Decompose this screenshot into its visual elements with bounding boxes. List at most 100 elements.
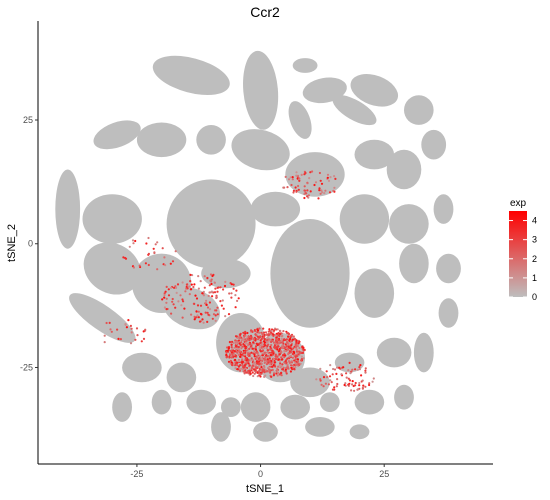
cell-point (238, 350, 242, 353)
cell-point (270, 347, 273, 350)
cell-point (236, 368, 239, 371)
cell-point (234, 361, 237, 364)
cell-point (347, 383, 350, 386)
cell-point (289, 370, 292, 373)
expression-hotspot-3 (282, 170, 337, 200)
cell-point (266, 345, 269, 348)
cell-point (165, 308, 168, 311)
cell-point (238, 360, 241, 363)
cell-point (308, 177, 311, 180)
cell-point (211, 295, 214, 298)
cell-point (144, 262, 147, 265)
cell-point (174, 286, 178, 289)
cell-point (267, 340, 270, 343)
cell-point (265, 346, 268, 350)
cell-point (276, 374, 279, 377)
cell-point (269, 345, 272, 348)
cell-point (287, 332, 290, 335)
cell-cluster-13 (285, 152, 345, 197)
cell-point (272, 373, 276, 376)
cell-cluster-24 (433, 194, 454, 224)
y-tick-label: -25 (20, 362, 33, 372)
cell-cluster-31 (436, 253, 461, 284)
cell-point (254, 357, 257, 361)
cell-point (336, 382, 339, 386)
cell-point (237, 297, 240, 300)
cell-point (244, 332, 247, 335)
cell-point (142, 337, 146, 340)
cell-point (234, 294, 237, 297)
cell-point (254, 363, 257, 366)
legend-colorbar (509, 211, 527, 297)
cell-point (103, 334, 106, 337)
cell-point (239, 333, 242, 336)
cell-point (206, 276, 209, 280)
cell-point (289, 337, 292, 341)
cell-point (245, 371, 248, 374)
cell-point (272, 357, 275, 361)
cell-point (270, 343, 273, 347)
cell-point (322, 376, 326, 379)
cell-point (190, 288, 193, 291)
cell-point (219, 300, 222, 303)
cell-point (232, 287, 235, 290)
cell-point (274, 365, 277, 368)
cell-point (213, 291, 217, 294)
cell-point (242, 354, 245, 357)
cell-point (247, 370, 250, 373)
cell-point (283, 186, 286, 189)
cell-point (304, 189, 307, 192)
cell-point (170, 312, 173, 315)
cell-point (237, 345, 240, 349)
cell-point (292, 335, 295, 338)
cell-point (125, 326, 128, 329)
cell-point (345, 372, 348, 375)
cell-point (247, 353, 250, 356)
cell-point (197, 316, 200, 319)
cell-point (325, 370, 328, 373)
cell-point (211, 274, 214, 278)
cell-point (220, 304, 223, 307)
cell-point (147, 236, 150, 240)
cell-point (292, 347, 295, 350)
cell-cluster-38 (376, 337, 412, 368)
cell-point (167, 288, 170, 291)
cell-point (361, 379, 364, 382)
cell-cluster-12 (231, 129, 290, 171)
cell-point (287, 343, 290, 346)
cell-point (103, 341, 106, 344)
cell-point (270, 375, 273, 378)
cell-point (239, 343, 242, 346)
cell-point (345, 376, 348, 379)
cell-point (210, 280, 213, 283)
cell-cluster-44 (151, 389, 172, 415)
cell-point (230, 343, 233, 346)
cell-point (319, 179, 322, 182)
cell-point (246, 335, 249, 338)
cell-point (188, 285, 191, 288)
cell-point (329, 364, 332, 367)
cell-point (303, 185, 306, 188)
cell-cluster-7 (288, 101, 312, 139)
cell-point (163, 293, 166, 297)
cell-point (202, 321, 205, 324)
cell-point (295, 363, 298, 366)
cell-point (208, 314, 211, 317)
cell-point (240, 361, 243, 364)
cell-point (318, 171, 321, 175)
cell-point (240, 359, 244, 362)
cell-point (271, 353, 274, 356)
cell-point (266, 349, 269, 352)
cell-point (273, 344, 276, 347)
cell-point (214, 314, 217, 317)
cell-point (302, 357, 305, 360)
cell-point (320, 189, 323, 192)
cell-point (269, 353, 273, 357)
cell-point (257, 365, 260, 368)
y-tick-label: 25 (23, 115, 33, 125)
cell-point (189, 273, 192, 276)
cell-point (251, 367, 254, 370)
cell-point (251, 359, 254, 362)
cell-point (273, 361, 276, 364)
cell-point (169, 262, 172, 265)
